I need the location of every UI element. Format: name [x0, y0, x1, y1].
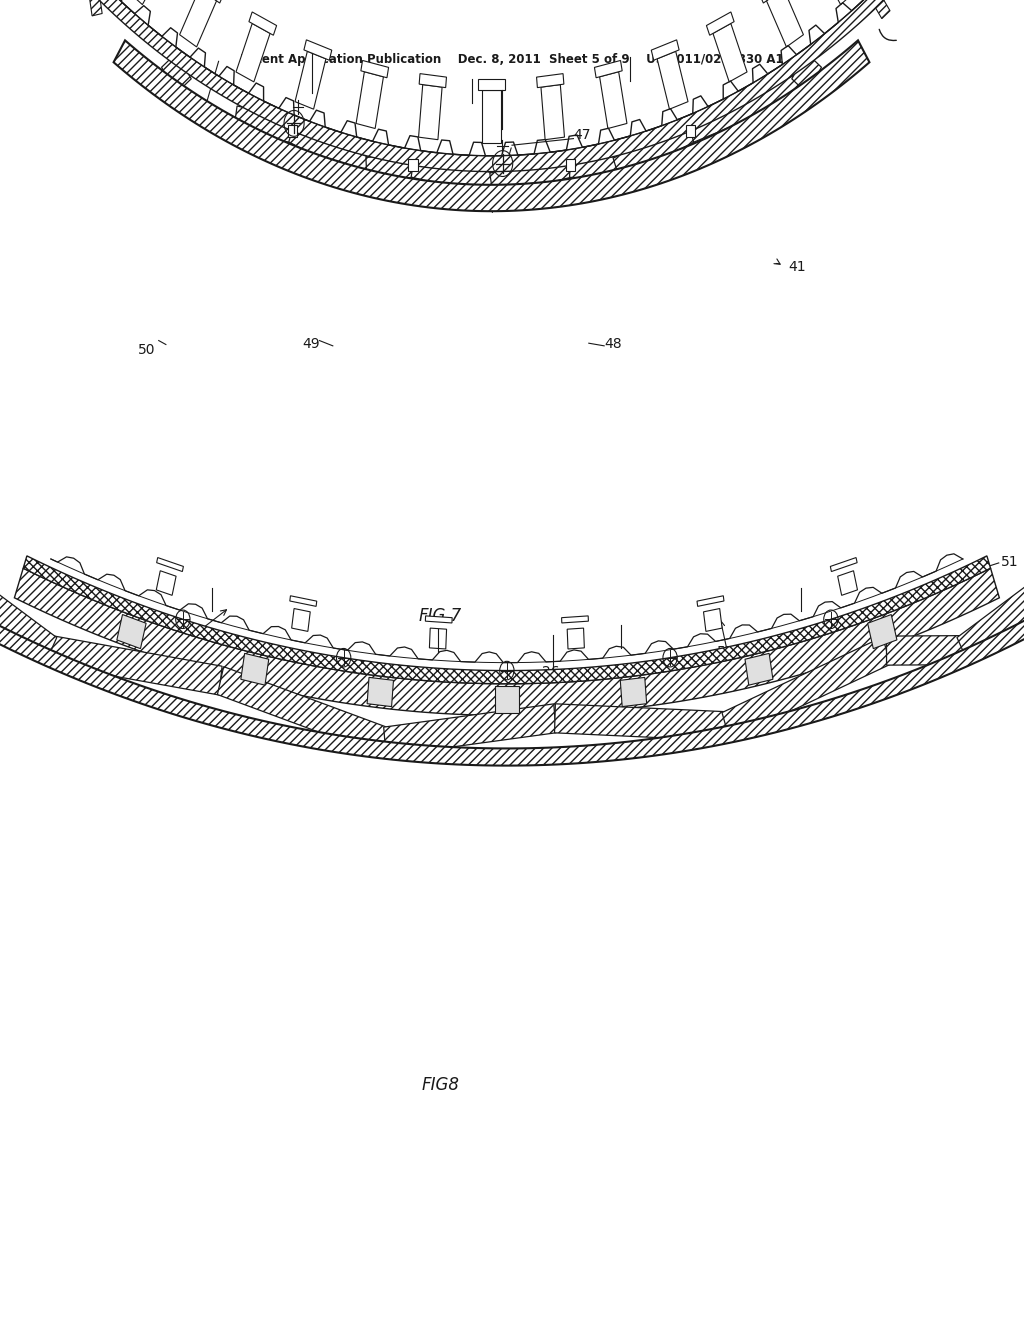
Polygon shape — [0, 616, 1024, 766]
Polygon shape — [77, 0, 906, 172]
Text: 41: 41 — [788, 260, 806, 273]
Text: FIG8: FIG8 — [421, 1076, 460, 1094]
Polygon shape — [233, 106, 294, 143]
Polygon shape — [541, 84, 564, 140]
Polygon shape — [304, 40, 332, 61]
Polygon shape — [876, 0, 890, 18]
Polygon shape — [292, 609, 310, 631]
Polygon shape — [89, 0, 102, 16]
Polygon shape — [290, 595, 316, 606]
Polygon shape — [412, 153, 494, 197]
Polygon shape — [356, 71, 383, 128]
Polygon shape — [236, 24, 270, 82]
Polygon shape — [722, 638, 891, 741]
Polygon shape — [613, 120, 694, 181]
Polygon shape — [713, 24, 748, 82]
Polygon shape — [767, 0, 804, 48]
Text: Patent Application Publication    Dec. 8, 2011  Sheet 5 of 9    US 2011/0298330 : Patent Application Publication Dec. 8, 2… — [241, 53, 783, 66]
Text: 50: 50 — [138, 343, 156, 356]
Bar — [565, 160, 574, 172]
Polygon shape — [595, 61, 623, 78]
Polygon shape — [14, 568, 999, 715]
Polygon shape — [481, 90, 501, 143]
Bar — [288, 125, 297, 137]
Polygon shape — [367, 677, 393, 706]
Polygon shape — [126, 0, 166, 4]
Polygon shape — [157, 570, 176, 595]
Polygon shape — [197, 0, 223, 3]
Polygon shape — [621, 677, 647, 706]
Bar — [686, 125, 695, 137]
Polygon shape — [289, 120, 370, 181]
Text: 47: 47 — [573, 128, 591, 141]
Polygon shape — [703, 609, 722, 631]
Text: 48: 48 — [604, 338, 622, 351]
Text: 52: 52 — [717, 645, 734, 660]
Polygon shape — [537, 74, 564, 87]
Polygon shape — [817, 0, 857, 4]
Polygon shape — [760, 0, 786, 3]
Polygon shape — [384, 704, 556, 756]
Polygon shape — [600, 71, 627, 128]
Polygon shape — [707, 12, 734, 36]
Polygon shape — [830, 557, 857, 572]
Polygon shape — [651, 40, 679, 61]
Polygon shape — [429, 628, 446, 649]
Polygon shape — [49, 636, 222, 696]
Polygon shape — [0, 527, 56, 663]
Polygon shape — [162, 53, 191, 92]
Polygon shape — [117, 615, 146, 648]
Polygon shape — [179, 0, 216, 48]
Polygon shape — [567, 628, 585, 649]
Text: 51: 51 — [1000, 554, 1019, 569]
Polygon shape — [555, 704, 726, 741]
Polygon shape — [295, 51, 326, 110]
Polygon shape — [495, 686, 519, 713]
Polygon shape — [697, 595, 724, 606]
Polygon shape — [114, 41, 869, 211]
Polygon shape — [478, 79, 505, 90]
Polygon shape — [489, 153, 571, 197]
Polygon shape — [24, 556, 990, 684]
Polygon shape — [360, 61, 388, 78]
Polygon shape — [745, 653, 773, 685]
Polygon shape — [838, 570, 857, 595]
Polygon shape — [419, 84, 442, 140]
Polygon shape — [249, 12, 276, 36]
Polygon shape — [792, 53, 821, 92]
Polygon shape — [366, 153, 414, 181]
Polygon shape — [688, 75, 802, 143]
Polygon shape — [157, 557, 183, 572]
Polygon shape — [419, 74, 446, 87]
Polygon shape — [569, 153, 617, 181]
Text: 49: 49 — [302, 338, 319, 351]
Polygon shape — [867, 615, 897, 648]
Polygon shape — [657, 51, 688, 110]
Polygon shape — [241, 653, 268, 685]
Text: FIG.7: FIG.7 — [419, 607, 462, 626]
Text: 26: 26 — [543, 665, 560, 678]
Polygon shape — [217, 667, 388, 755]
Polygon shape — [887, 636, 963, 665]
Text: 24: 24 — [188, 626, 206, 639]
Bar — [409, 160, 418, 172]
Polygon shape — [561, 616, 589, 623]
Polygon shape — [957, 527, 1024, 663]
Polygon shape — [425, 616, 453, 623]
